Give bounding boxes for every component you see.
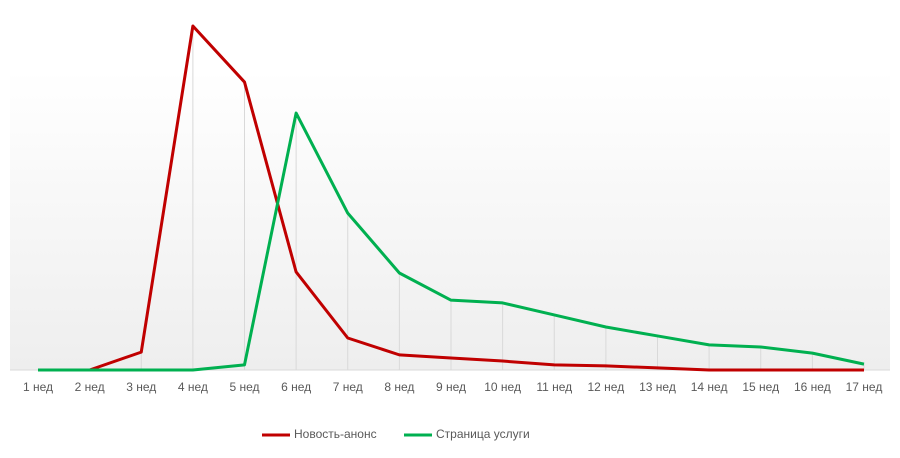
x-tick-label: 11 нед [536, 380, 572, 394]
x-tick-label: 15 нед [742, 380, 779, 394]
x-tick-label: 7 нед [333, 380, 363, 394]
x-tick-label: 3 нед [126, 380, 156, 394]
x-tick-label: 16 нед [794, 380, 831, 394]
x-tick-label: 6 нед [281, 380, 311, 394]
x-tick-label: 9 нед [436, 380, 466, 394]
plot-background [10, 70, 890, 370]
x-tick-label: 8 нед [384, 380, 414, 394]
x-tick-label: 10 нед [484, 380, 521, 394]
x-tick-label: 14 нед [691, 380, 728, 394]
series-line [38, 111, 865, 372]
legend-label: Новость-анонс [294, 427, 377, 441]
x-tick-label: 13 нед [639, 380, 676, 394]
x-tick-label: 12 нед [588, 380, 625, 394]
legend-label: Страница услуги [436, 427, 530, 441]
x-tick-label: 2 нед [75, 380, 105, 394]
x-tick-label: 5 нед [229, 380, 259, 394]
x-tick-label: 4 нед [178, 380, 208, 394]
x-tick-label: 1 нед [23, 380, 53, 394]
series-line [38, 24, 864, 372]
x-tick-label: 17 нед [846, 380, 883, 394]
